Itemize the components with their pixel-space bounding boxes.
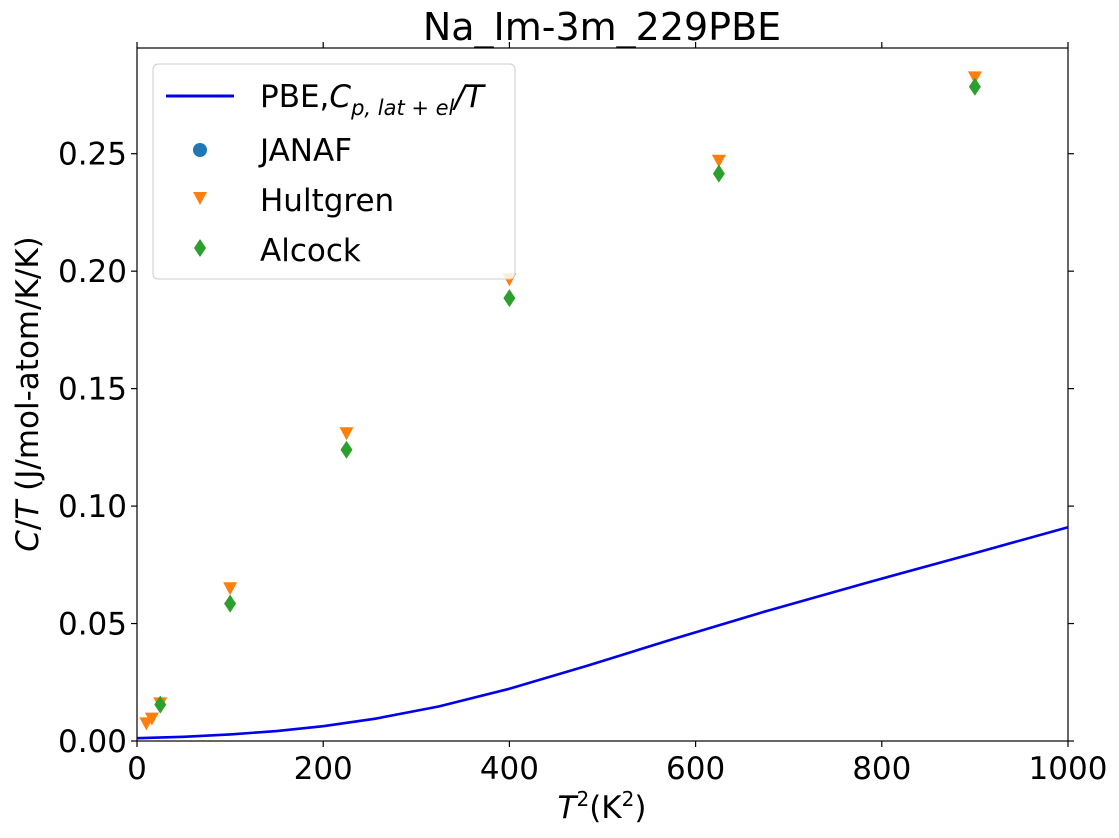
y-tick-label: 0.20 <box>58 254 127 290</box>
legend-label-hultgren: Hultgren <box>260 183 394 219</box>
x-axis-label: T2(K2) <box>558 787 647 826</box>
y-tick-label: 0.25 <box>58 137 127 173</box>
hultgren-point <box>223 582 238 596</box>
x-tick-label: 1000 <box>1029 751 1108 787</box>
y-ticks: 0.00 0.05 0.10 0.15 0.20 0.25 <box>58 137 1074 760</box>
x-tick-label: 600 <box>666 751 725 787</box>
y-tick-label: 0.10 <box>58 489 127 525</box>
legend: PBE,Cp, lat + el/T JANAF Hultgren Alcock <box>152 63 516 280</box>
y-tick-label: 0.05 <box>58 607 127 643</box>
alcock-point <box>968 77 981 96</box>
legend-marker-janaf <box>193 143 207 157</box>
legend-marker-alcock <box>194 239 206 257</box>
alcock-point <box>503 289 516 308</box>
alcock-point <box>340 440 353 459</box>
legend-item-janaf: JANAF <box>193 133 352 169</box>
y-axis-label: C/T (J/mol-atom/K/K) <box>10 236 46 552</box>
legend-label-pbe: PBE,Cp, lat + el/T <box>260 79 486 120</box>
x-tick-label: 0 <box>127 751 147 787</box>
series-layer <box>136 71 1069 740</box>
hultgren-point <box>339 427 354 441</box>
legend-item-pbe: PBE,Cp, lat + el/T <box>166 79 486 120</box>
hultgren-point <box>711 154 726 168</box>
legend-marker-hultgren <box>193 192 207 205</box>
legend-label-janaf: JANAF <box>258 133 352 169</box>
legend-item-hultgren: Hultgren <box>193 183 394 219</box>
x-tick-label: 400 <box>480 751 539 787</box>
chart-title: Na_Im-3m_229PBE <box>423 5 781 49</box>
y-tick-label: 0.15 <box>58 372 127 408</box>
alcock-point <box>224 594 237 613</box>
alcock-point <box>712 164 725 183</box>
x-tick-label: 200 <box>294 751 353 787</box>
legend-item-alcock: Alcock <box>194 233 361 269</box>
hultgren-point <box>144 712 159 726</box>
series-line-pbe <box>136 525 1069 740</box>
y-tick-label: 0.00 <box>58 724 127 760</box>
x-ticks: 0 200 400 600 800 1000 <box>127 42 1107 787</box>
x-tick-label: 800 <box>852 751 911 787</box>
legend-frame <box>152 63 516 280</box>
alcock-point <box>154 695 167 714</box>
legend-label-alcock: Alcock <box>260 233 361 269</box>
